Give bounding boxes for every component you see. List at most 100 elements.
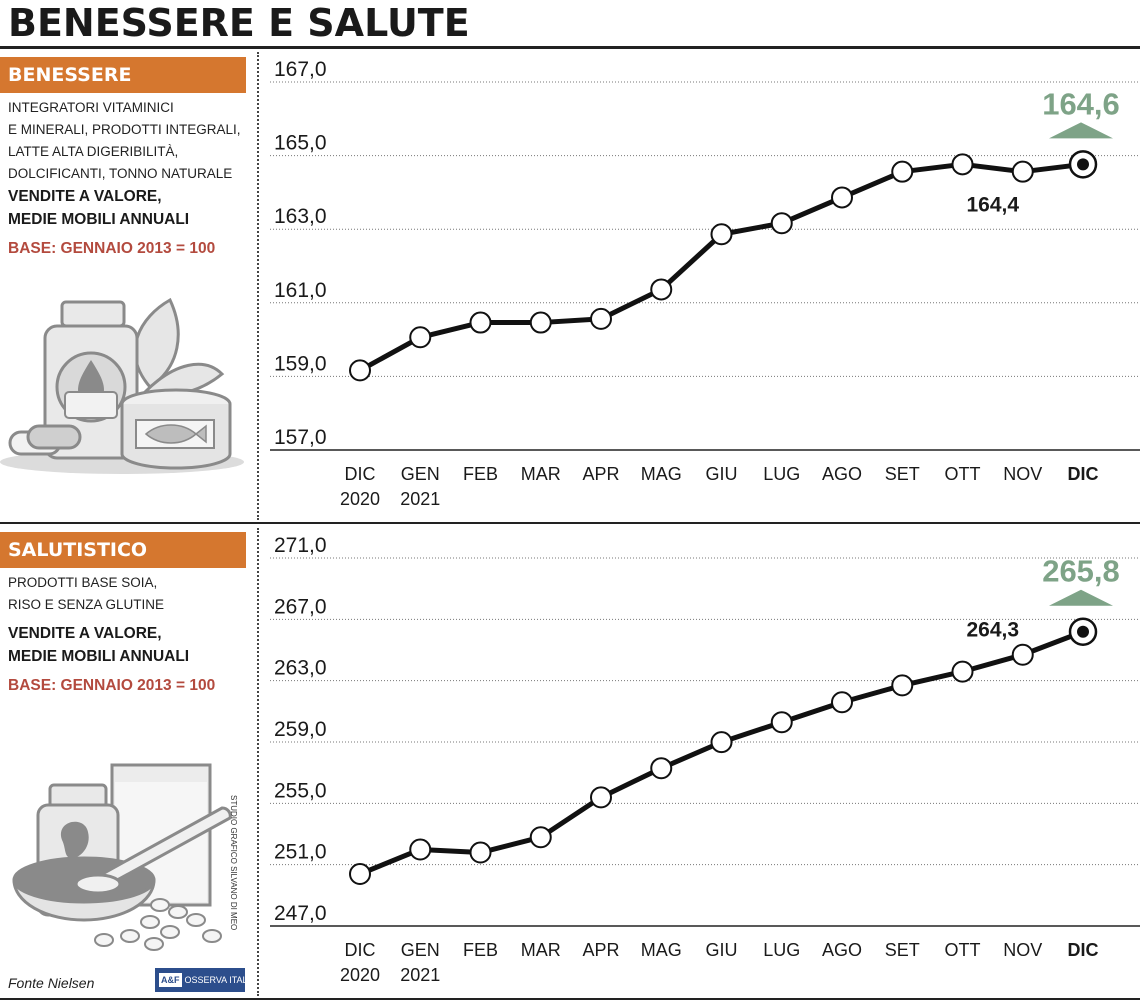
panel-separator — [257, 528, 259, 996]
panel-separator — [257, 52, 259, 520]
line-chart-svg: 271,0 267,0 263,0 259,0 255,0 251,0 247,0 DIC 20… — [270, 534, 1140, 985]
x-tick-label: OTT — [945, 464, 981, 484]
x-tick-label: LUG — [763, 464, 800, 484]
data-point — [529, 826, 552, 849]
x-tick-label: DIC — [345, 464, 376, 484]
chart-salutistico: 271,0 267,0 263,0 259,0 255,0 251,0 247,0 DIC 20… — [262, 528, 1140, 1001]
x-tick-label: APR — [582, 464, 619, 484]
y-tick-label: 167,0 — [274, 58, 327, 81]
x-tick-label: AGO — [822, 940, 862, 960]
last-value-label: 164,6 — [1042, 86, 1120, 121]
x-tick-label: GEN — [401, 464, 440, 484]
x-tick-label: NOV — [1003, 940, 1042, 960]
x-tick-label: AGO — [822, 464, 862, 484]
bottom-rule — [0, 998, 1140, 1000]
prev-value-label: 264,3 — [966, 619, 1019, 642]
x-tick-label: FEB — [463, 940, 498, 960]
data-point — [590, 307, 612, 330]
data-point — [1011, 160, 1034, 183]
x-tick-label: LUG — [763, 940, 800, 960]
source-note: Fonte Nielsen — [8, 975, 95, 991]
y-tick-label: 161,0 — [274, 279, 327, 302]
top-rule — [0, 46, 1140, 49]
data-point-last-dot — [1077, 158, 1089, 171]
up-arrow-icon — [1049, 122, 1113, 139]
x-tick-label: DIC — [1068, 940, 1099, 960]
line-chart-svg: 167,0 165,0 163,0 161,0 159,0 157,0 DIC 2020 GEN… — [270, 58, 1140, 509]
data-point — [590, 786, 612, 809]
data-point — [409, 838, 432, 861]
data-point — [710, 731, 733, 754]
data-point — [770, 711, 793, 734]
y-tick-label: 271,0 — [274, 534, 327, 557]
data-point — [469, 841, 492, 864]
data-point — [831, 691, 853, 714]
credit-text: STUDIO GRAFICO SILVANO DI MEO — [229, 795, 238, 931]
y-tick-label: 165,0 — [274, 132, 327, 155]
x-tick-label: NOV — [1003, 464, 1042, 484]
x-tick-label: 2020 — [340, 965, 380, 985]
x-tick-label: MAG — [641, 464, 682, 484]
panel-measure: VENDITE A VALORE, MEDIE MOBILI ANNUALI — [8, 188, 190, 228]
data-point — [710, 223, 733, 246]
x-tick-label: 2020 — [340, 489, 380, 509]
panel-base: BASE: GENNAIO 2013 = 100 — [8, 677, 216, 694]
logo-mark: A&F — [159, 973, 182, 987]
data-point — [650, 757, 673, 780]
data-point — [1011, 643, 1034, 666]
data-point — [529, 311, 552, 334]
chart-benessere: 167,0 165,0 163,0 161,0 159,0 157,0 DIC 2020 GEN… — [262, 52, 1140, 525]
y-tick-label: 157,0 — [274, 426, 327, 449]
y-tick-label: 163,0 — [274, 205, 327, 228]
x-tick-label: APR — [582, 940, 619, 960]
panel-tag: SALUTISTICO — [0, 532, 246, 568]
panel-description: INTEGRATORI VITAMINICI E MINERALI, PRODO… — [8, 100, 241, 181]
y-tick-label: 267,0 — [274, 595, 327, 618]
y-tick-label: 263,0 — [274, 657, 327, 680]
x-tick-label: MAG — [641, 940, 682, 960]
page-title: BENESSERE E SALUTE — [8, 1, 470, 45]
y-tick-label: 255,0 — [274, 779, 327, 802]
x-tick-label: GIU — [705, 940, 737, 960]
prev-value-label: 164,4 — [966, 194, 1019, 217]
data-point — [349, 863, 371, 885]
x-tick-label: OTT — [945, 940, 981, 960]
x-tick-label: SET — [885, 464, 920, 484]
x-tick-label: 2021 — [400, 489, 440, 509]
data-point — [349, 359, 371, 382]
x-tick-label: MAR — [521, 464, 561, 484]
up-arrow-icon — [1049, 589, 1113, 606]
y-tick-label: 259,0 — [274, 718, 327, 741]
panel-tag: BENESSERE — [0, 57, 246, 93]
data-point — [951, 153, 974, 176]
y-tick-label: 159,0 — [274, 352, 327, 375]
x-tick-label: GIU — [705, 464, 737, 484]
data-point — [891, 674, 914, 697]
y-tick-label: 247,0 — [274, 902, 327, 925]
jar-leaf-tuna-can-icon — [0, 297, 244, 474]
data-point — [891, 160, 914, 183]
middle-rule — [0, 522, 1140, 524]
data-point — [650, 278, 673, 301]
x-tick-label: GEN — [401, 940, 440, 960]
x-tick-label: SET — [885, 940, 920, 960]
bean-jar-bowl-glass-icon — [12, 763, 232, 951]
data-point — [409, 326, 432, 349]
panel-base: BASE: GENNAIO 2013 = 100 — [8, 240, 216, 257]
x-tick-label: DIC — [1068, 464, 1099, 484]
panel-measure: VENDITE A VALORE, MEDIE MOBILI ANNUALI — [8, 625, 190, 665]
last-value-label: 265,8 — [1042, 554, 1120, 589]
data-point-last-dot — [1077, 625, 1089, 638]
logo-text: OSSERVA ITALIA — [184, 975, 246, 985]
x-tick-label: 2021 — [400, 965, 440, 985]
x-tick-label: FEB — [463, 464, 498, 484]
data-point — [831, 186, 853, 209]
x-tick-label: DIC — [345, 940, 376, 960]
data-point — [469, 311, 492, 334]
panel-description: PRODOTTI BASE SOIA, RISO E SENZA GLUTINE — [8, 575, 165, 612]
y-tick-label: 251,0 — [274, 841, 327, 864]
x-tick-label: MAR — [521, 940, 561, 960]
data-point — [770, 212, 793, 235]
data-point — [951, 660, 974, 683]
